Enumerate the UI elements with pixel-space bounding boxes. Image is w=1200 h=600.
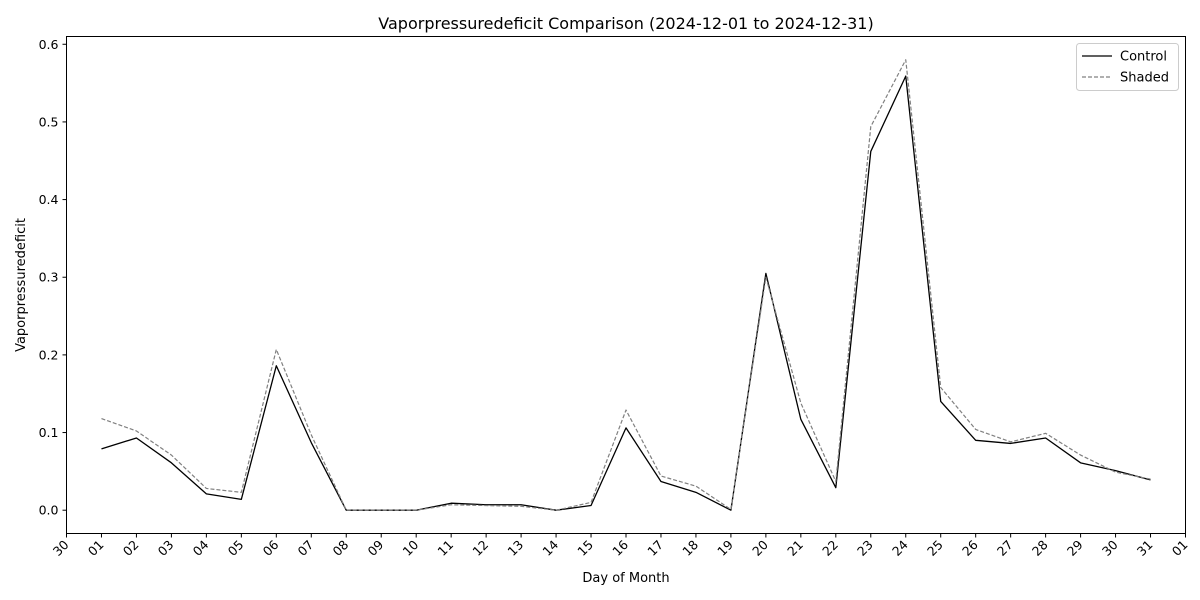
legend: Control Shaded bbox=[1076, 43, 1179, 91]
x-axis-label: Day of Month bbox=[582, 571, 669, 586]
y-axis-ticks: 0.0 0.1 0.2 0.3 0.4 0.5 0.6 bbox=[39, 37, 67, 518]
y-tick-label: 0.3 bbox=[39, 270, 59, 285]
series-line-shaded bbox=[101, 59, 1151, 511]
y-tick-label: 0.2 bbox=[39, 347, 59, 362]
plot-area bbox=[101, 59, 1151, 511]
y-tick-label: 0.5 bbox=[39, 114, 59, 129]
legend-label-shaded: Shaded bbox=[1120, 71, 1169, 86]
y-tick-label: 0.0 bbox=[39, 503, 59, 518]
legend-label-control: Control bbox=[1120, 50, 1167, 65]
plot-frame bbox=[66, 36, 1186, 534]
y-tick-label: 0.4 bbox=[39, 192, 59, 207]
y-tick-label: 0.1 bbox=[39, 425, 59, 440]
series-line-control bbox=[101, 75, 1151, 511]
chart-title: Vaporpressuredeficit Comparison (2024-12… bbox=[378, 14, 873, 33]
y-axis-label: Vaporpressuredeficit bbox=[14, 218, 29, 352]
legend-box bbox=[1076, 43, 1179, 91]
y-tick-label: 0.6 bbox=[39, 37, 59, 52]
